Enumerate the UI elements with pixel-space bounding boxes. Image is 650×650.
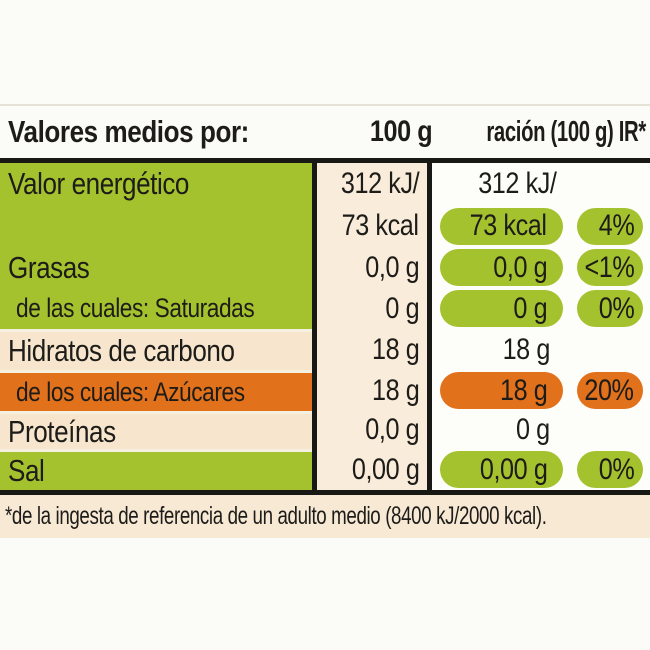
per100g-value: 0 g [385,291,419,325]
per100g-value: 0,0 g [365,250,419,284]
per100g-value: 18 g [371,373,420,407]
ir-pill-value: 0% [598,291,634,325]
ir-pill-value: <1% [584,250,634,284]
table-row-hidratos: Hidratos de carbono 18 g 18 g [0,329,650,370]
table-row-saturadas: de las cuales: Saturadas 0 g 0 g 0% [0,288,650,329]
racion-cell-saturadas: 0 g 0% [432,288,650,329]
header-per100g: 100 g [369,115,433,148]
table-row-azucares: de los cuales: Azúcares 18 g 18 g 20% [0,370,650,411]
table-row-grasas: Grasas 0,0 g 0,0 g <1% [0,247,650,288]
per100g-cell-saturadas: 0 g [312,288,432,329]
racion-pill: 73 kcal [440,207,563,245]
label-cell-energia: Valor energético [0,163,312,247]
ir-pill-value: 20% [584,373,635,407]
header-title: Valores medios por: [8,114,249,149]
per100g-cell-azucares: 18 g [312,370,432,411]
racion-pill-value: 0,0 g [493,250,547,284]
ir-pill-value: 0% [598,452,634,486]
racion-cell-proteinas: 0 g [432,411,650,449]
nutrient-sublabel: de los cuales: Azúcares [16,376,245,407]
label-cell-sal: Sal [0,449,312,490]
table-row-sal: Sal 0,00 g 0,00 g 0% [0,449,650,490]
racion-plain-value: 0 g [515,413,550,446]
header-racion-cell: ración (100 g) IR* [418,106,646,158]
nutrient-label: Sal [8,453,45,488]
label-cell-grasas: Grasas [0,247,312,288]
racion-pill: 0 g [440,290,563,327]
ir-pill: 4% [577,207,643,245]
header-racion: ración (100 g) IR* [486,115,646,148]
per100g-cell-grasas: 0,0 g [312,247,432,288]
racion-cell-energia: 312 kJ/ 73 kcal 4% [432,163,650,247]
racion-pill-value: 18 g [499,373,548,407]
table-row-proteinas: Proteínas 0,0 g 0 g [0,411,650,449]
nutrient-label: Valor energético [8,166,189,201]
racion-pill-value: 0,00 g [479,452,547,486]
per100g-value: 18 g [371,332,420,366]
per100g-cell-sal: 0,00 g [312,449,432,490]
per100g-value-kcal: 73 kcal [342,209,419,242]
per100g-cell-energia: 312 kJ/ 73 kcal [312,163,432,247]
nutrient-sublabel: de las cuales: Saturadas [16,293,255,323]
label-cell-azucares: de los cuales: Azúcares [0,370,312,411]
per100g-cell-proteinas: 0,0 g [312,411,432,449]
ir-pill-value: 4% [598,209,634,242]
nutrient-label: Hidratos de carbono [8,333,235,368]
ir-pill: <1% [577,249,643,286]
header-divider-line [0,158,650,163]
table-bottom-line [0,490,650,495]
per100g-value-kj: 312 kJ/ [340,167,420,200]
ir-pill: 0% [577,451,643,488]
racion-cell-azucares: 18 g 20% [432,370,650,411]
ir-pill: 20% [577,372,643,409]
per100g-value: 0,0 g [365,413,419,446]
label-cell-proteinas: Proteínas [0,411,312,449]
nutrient-label: Proteínas [8,413,116,449]
ir-pill: 0% [577,290,643,327]
header-title-cell: Valores medios por: [8,106,295,158]
racion-cell-grasas: 0,0 g <1% [432,247,650,288]
racion-pill: 18 g [440,372,563,409]
racion-pill-value: 73 kcal [470,209,547,242]
per100g-cell-hidratos: 18 g [312,329,432,370]
label-cell-hidratos: Hidratos de carbono [0,329,312,370]
per100g-value: 0,00 g [351,452,419,486]
racion-pill-value: 0 g [513,291,547,325]
racion-pill: 0,00 g [440,451,563,488]
racion-pill: 0,0 g [440,249,563,286]
table-row-energia: Valor energético 312 kJ/ 73 kcal 312 kJ/… [0,163,650,247]
racion-value-kj: 312 kJ/ [477,167,557,200]
table-top-line [0,104,650,106]
label-cell-saturadas: de las cuales: Saturadas [0,288,312,329]
nutrient-label: Grasas [8,249,90,285]
footnote-text: *de la ingesta de referencia de un adult… [5,502,547,530]
racion-plain-value: 18 g [502,332,550,366]
racion-cell-hidratos: 18 g [432,329,650,370]
racion-cell-sal: 0,00 g 0% [432,449,650,490]
reference-footnote: *de la ingesta de referencia de un adult… [0,495,650,538]
header-per100g-cell: 100 g [358,106,433,158]
table-header: Valores medios por: 100 g ración (100 g)… [0,106,650,158]
nutrition-table: Valores medios por: 100 g ración (100 g)… [0,104,650,538]
